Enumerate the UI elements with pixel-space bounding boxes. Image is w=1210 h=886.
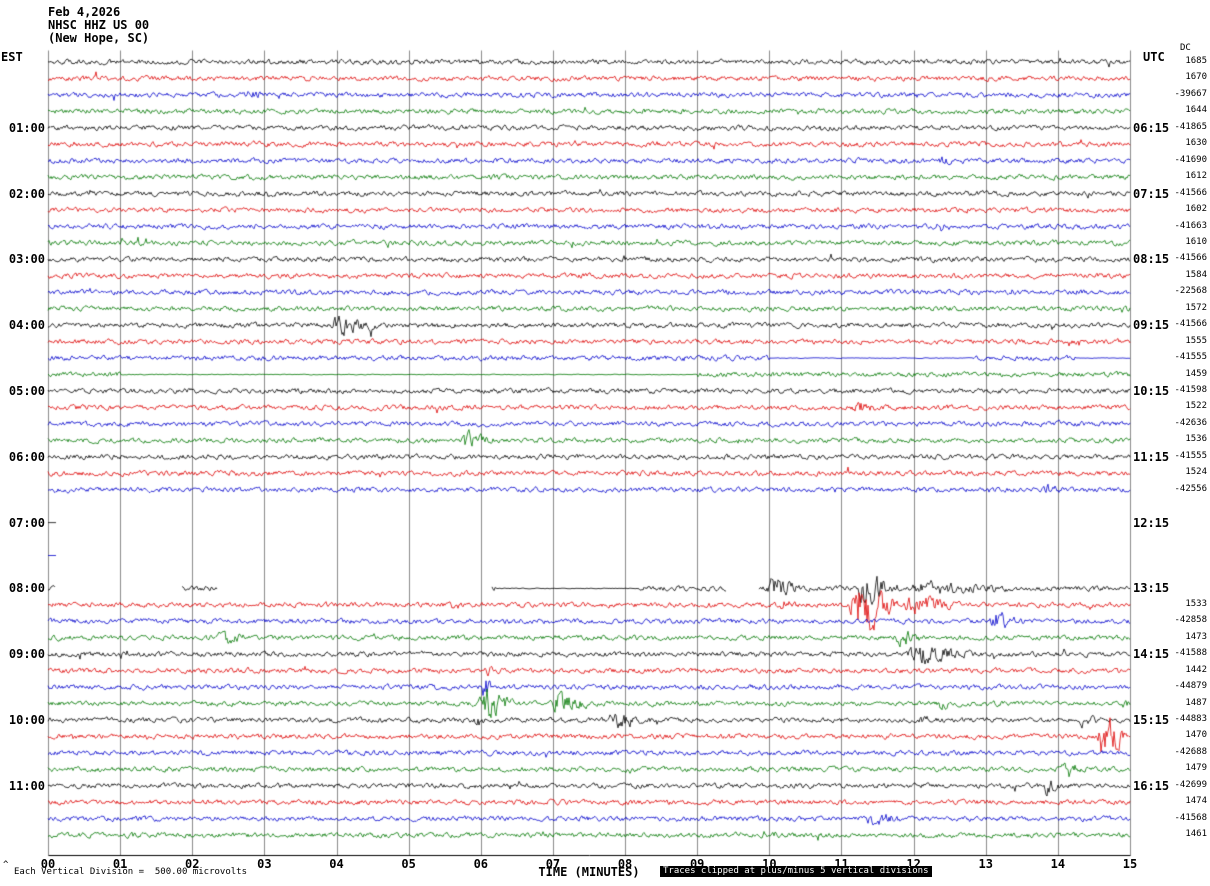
dc-value: 1524 xyxy=(1185,467,1207,478)
x-tick-label: 04 xyxy=(329,857,344,871)
est-hour-label: 02:00 xyxy=(8,186,45,201)
dc-value: -44879 xyxy=(1174,681,1207,692)
x-tick-label: 13 xyxy=(978,857,993,871)
corner-mark: ^ xyxy=(3,860,9,870)
dc-value: -41865 xyxy=(1174,121,1207,132)
utc-hour-label: 12:15 xyxy=(1133,515,1170,530)
dc-value: -44883 xyxy=(1174,714,1207,724)
utc-hour-label: 14:15 xyxy=(1133,647,1170,662)
dc-value: 1602 xyxy=(1185,204,1207,215)
dc-value: 1670 xyxy=(1185,72,1207,83)
utc-hour-label: 15:15 xyxy=(1133,713,1170,727)
dc-value: 1473 xyxy=(1185,631,1207,642)
utc-hour-label: 13:15 xyxy=(1133,581,1170,596)
dc-value: 1487 xyxy=(1185,697,1207,708)
x-tick-label: 02 xyxy=(185,857,200,871)
dc-value: 1555 xyxy=(1185,335,1207,346)
dc-value: -22568 xyxy=(1174,286,1207,297)
x-axis-title: TIME (MINUTES) xyxy=(538,865,640,879)
x-tick-label: 07 xyxy=(545,857,561,871)
dc-value: 1572 xyxy=(1185,302,1207,313)
header-date: Feb 4,2026 xyxy=(48,5,121,19)
dc-value: -41663 xyxy=(1174,220,1207,231)
est-hour-label: 09:00 xyxy=(8,647,45,662)
est-hour-label: 03:00 xyxy=(8,252,45,267)
est-hour-label: 08:00 xyxy=(8,581,45,596)
est-hour-label: 04:00 xyxy=(8,318,45,333)
x-tick-label: 14 xyxy=(1050,857,1066,871)
utc-hour-label: 07:15 xyxy=(1133,186,1170,201)
dc-value: -41566 xyxy=(1174,319,1207,330)
dc-value: 1479 xyxy=(1185,763,1207,774)
utc-hour-label: 16:15 xyxy=(1133,778,1170,793)
dc-value: -41566 xyxy=(1174,253,1207,264)
utc-hour-label: 06:15 xyxy=(1133,120,1170,135)
dc-value: 1442 xyxy=(1185,664,1207,675)
header-station: NHSC HHZ US 00 xyxy=(48,18,150,32)
utc-hour-label: 08:15 xyxy=(1133,252,1170,267)
est-hour-label: 07:00 xyxy=(8,515,45,530)
dc-value: 1536 xyxy=(1185,434,1207,445)
dc-value: -41555 xyxy=(1174,352,1207,363)
utc-hour-label: 10:15 xyxy=(1133,384,1170,398)
dc-value: 1685 xyxy=(1185,56,1207,66)
dc-value: -42688 xyxy=(1174,746,1207,757)
dc-value: -41598 xyxy=(1174,385,1207,395)
dc-value: -42556 xyxy=(1174,483,1207,494)
x-tick-label: 15 xyxy=(1122,857,1138,871)
utc-hour-label: 09:15 xyxy=(1133,318,1170,333)
header-location: (New Hope, SC) xyxy=(48,31,150,45)
x-tick-label: 05 xyxy=(401,857,416,871)
est-hour-label: 01:00 xyxy=(8,120,45,135)
dc-value: 1584 xyxy=(1185,269,1207,280)
x-tick-label: 01 xyxy=(112,857,128,871)
est-hour-label: 05:00 xyxy=(8,384,45,398)
left-axis-title: EST xyxy=(1,50,23,64)
dc-value: -41568 xyxy=(1174,812,1207,823)
dc-value: 1522 xyxy=(1185,401,1207,412)
dc-value: -39667 xyxy=(1174,88,1207,99)
dc-value: 1461 xyxy=(1185,829,1207,840)
dc-value: 1644 xyxy=(1185,105,1207,116)
est-hour-label: 10:00 xyxy=(8,713,45,727)
dc-value: 1610 xyxy=(1185,236,1207,247)
clip-note: Traces clipped at plus/minus 5 vertical … xyxy=(660,866,932,877)
dc-value: 1459 xyxy=(1185,368,1207,379)
dc-value: -41588 xyxy=(1174,648,1207,659)
dc-column-header: DC xyxy=(1180,43,1191,53)
dc-value: 1612 xyxy=(1185,171,1207,182)
est-hour-label: 06:00 xyxy=(8,449,45,464)
dc-value: -42636 xyxy=(1174,417,1207,428)
x-tick-label: 00 xyxy=(40,857,56,871)
right-axis-title: UTC xyxy=(1143,50,1165,64)
dc-value: -41690 xyxy=(1174,154,1207,165)
dc-value: 1474 xyxy=(1185,796,1207,807)
dc-value: 1533 xyxy=(1185,598,1207,609)
dc-value: -42858 xyxy=(1174,615,1207,626)
est-hour-label: 11:00 xyxy=(8,778,45,793)
dc-value: -42699 xyxy=(1174,779,1207,790)
x-tick-label: 06 xyxy=(473,857,489,871)
dc-value: -41555 xyxy=(1174,450,1207,461)
dc-value: 1470 xyxy=(1185,730,1207,741)
x-tick-label: 03 xyxy=(257,857,272,871)
utc-hour-label: 11:15 xyxy=(1133,449,1170,464)
dc-value: 1630 xyxy=(1185,138,1207,149)
x-tick-label: 08 xyxy=(617,857,633,871)
dc-value: -41566 xyxy=(1174,187,1207,198)
scale-note: Each Vertical Division = 500.00 microvol… xyxy=(14,867,247,877)
